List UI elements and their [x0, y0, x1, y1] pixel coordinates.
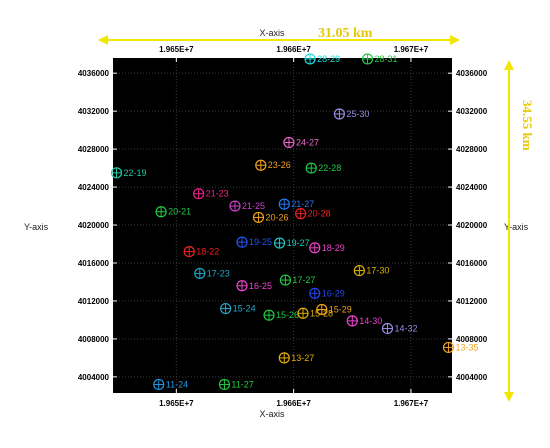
x-tick-label: 1.966E+7 [276, 399, 311, 408]
data-point-label: 23-26 [268, 160, 291, 170]
width-dimension-label: 31.05 km [318, 26, 373, 41]
x-tick-label: 1.966E+7 [276, 45, 311, 54]
y-tick-label: 4024000 [456, 183, 488, 192]
data-point: 17-23 [194, 267, 230, 280]
y-tick-label: 4020000 [78, 221, 110, 230]
data-point: 28-31 [361, 53, 398, 65]
y-axis-title-right: Y-axis [504, 222, 529, 232]
y-tick-label: 4012000 [78, 297, 110, 306]
y-tick-label: 4016000 [456, 259, 488, 268]
data-point: 20-26 [252, 211, 288, 224]
data-point: 20-28 [295, 208, 331, 220]
data-point-label: 17-23 [207, 268, 230, 278]
data-point-label: 14-30 [359, 316, 382, 326]
data-point: 21-27 [278, 198, 314, 210]
data-point-label: 15-24 [233, 304, 256, 314]
data-point: 16-25 [236, 280, 272, 292]
data-point-label: 13-35 [455, 342, 478, 352]
data-point: 18-22 [183, 245, 219, 258]
data-point: 18-29 [309, 242, 345, 254]
data-point: 13-27 [278, 352, 314, 364]
height-dimension-label: 34.55 km [520, 100, 535, 151]
data-point: 28-29 [304, 53, 340, 65]
data-point: 13-35 [442, 341, 479, 354]
y-tick-label: 4032000 [78, 107, 110, 116]
data-point: 15-29 [316, 303, 352, 316]
data-point-label: 21-27 [291, 199, 314, 209]
data-point-label: 22-19 [124, 168, 147, 178]
data-point: 14-32 [381, 322, 418, 335]
y-tick-label: 4008000 [456, 335, 488, 344]
data-point-label: 20-26 [265, 212, 288, 222]
grid-lines [113, 58, 452, 393]
data-point-label: 28-31 [375, 54, 398, 64]
x-tick-label: 1.967E+7 [394, 399, 429, 408]
data-point-label: 28-29 [317, 54, 340, 64]
data-point-label: 19-27 [287, 238, 310, 248]
data-point: 20-21 [155, 206, 191, 218]
data-point: 19-25 [236, 236, 272, 248]
data-point: 22-28 [305, 162, 341, 174]
y-tick-label: 4016000 [78, 259, 110, 268]
data-point-label: 11-27 [231, 379, 253, 389]
data-point-label: 21-25 [242, 201, 265, 211]
data-point: 25-30 [333, 108, 369, 120]
data-point-label: 20-28 [308, 209, 331, 219]
data-points: 28-29 28-31 25-30 24-27 23-26 22-28 22-19 21-23… [110, 53, 479, 391]
y-axis-title-left: Y-axis [24, 222, 49, 232]
data-point-label: 15-26 [276, 310, 299, 320]
data-point: 23-26 [255, 159, 291, 171]
y-tick-label: 4004000 [456, 373, 488, 382]
width-dimension [98, 35, 460, 45]
y-tick-label: 4020000 [456, 221, 488, 230]
data-point-label: 25-30 [346, 109, 369, 119]
data-point-label: 15-29 [329, 304, 352, 314]
data-point: 15-26 [263, 309, 299, 321]
data-point-label: 21-23 [206, 189, 229, 199]
data-point: 16-29 [309, 287, 345, 299]
data-point: 17-30 [353, 264, 389, 277]
data-point: 11-27 [218, 378, 254, 391]
data-point-label: 16-29 [322, 288, 345, 298]
data-point: 15-24 [220, 302, 256, 315]
x-axis-title-bottom: X-axis [259, 409, 285, 419]
data-point-label: 20-21 [168, 207, 191, 217]
data-point: 21-23 [193, 188, 229, 200]
y-tick-label: 4008000 [78, 335, 110, 344]
data-point: 17-27 [279, 274, 315, 286]
y-tick-label: 4012000 [456, 297, 488, 306]
x-tick-label: 1.965E+7 [159, 45, 194, 54]
data-point-label: 14-32 [394, 323, 417, 333]
y-tick-label: 4004000 [78, 373, 110, 382]
x-tick-label: 1.965E+7 [159, 399, 194, 408]
y-tick-label: 4036000 [456, 69, 488, 78]
data-point-label: 18-29 [322, 243, 345, 253]
y-tick-label: 4024000 [78, 183, 110, 192]
y-tick-label: 4028000 [456, 145, 488, 154]
data-point-label: 19-25 [249, 237, 272, 247]
data-point: 24-27 [283, 136, 319, 149]
data-point: 21-25 [229, 200, 265, 212]
x-axis-title-top: X-axis [259, 28, 285, 38]
data-point-label: 18-22 [196, 247, 219, 257]
data-point: 22-19 [110, 167, 147, 179]
data-point-label: 22-28 [318, 163, 341, 173]
data-point-label: 17-30 [366, 266, 389, 276]
data-point-label: 11-24 [166, 379, 188, 389]
data-point-label: 16-25 [249, 281, 272, 291]
axis-ticks: 1.965E+7 1.965E+7 1.966E+7 1.966E+7 1.967E+7… [78, 45, 488, 408]
data-point-label: 24-27 [296, 137, 319, 147]
y-tick-label: 4032000 [456, 107, 488, 116]
x-tick-label: 1.967E+7 [394, 45, 429, 54]
data-point: 19-27 [273, 237, 310, 249]
data-point: 11-24 [153, 378, 188, 391]
data-point-label: 17-27 [292, 275, 315, 285]
data-point-label: 13-27 [291, 353, 314, 363]
y-tick-label: 4036000 [78, 69, 110, 78]
height-dimension [504, 60, 514, 402]
data-point: 14-30 [346, 315, 382, 327]
y-tick-label: 4028000 [78, 145, 110, 154]
